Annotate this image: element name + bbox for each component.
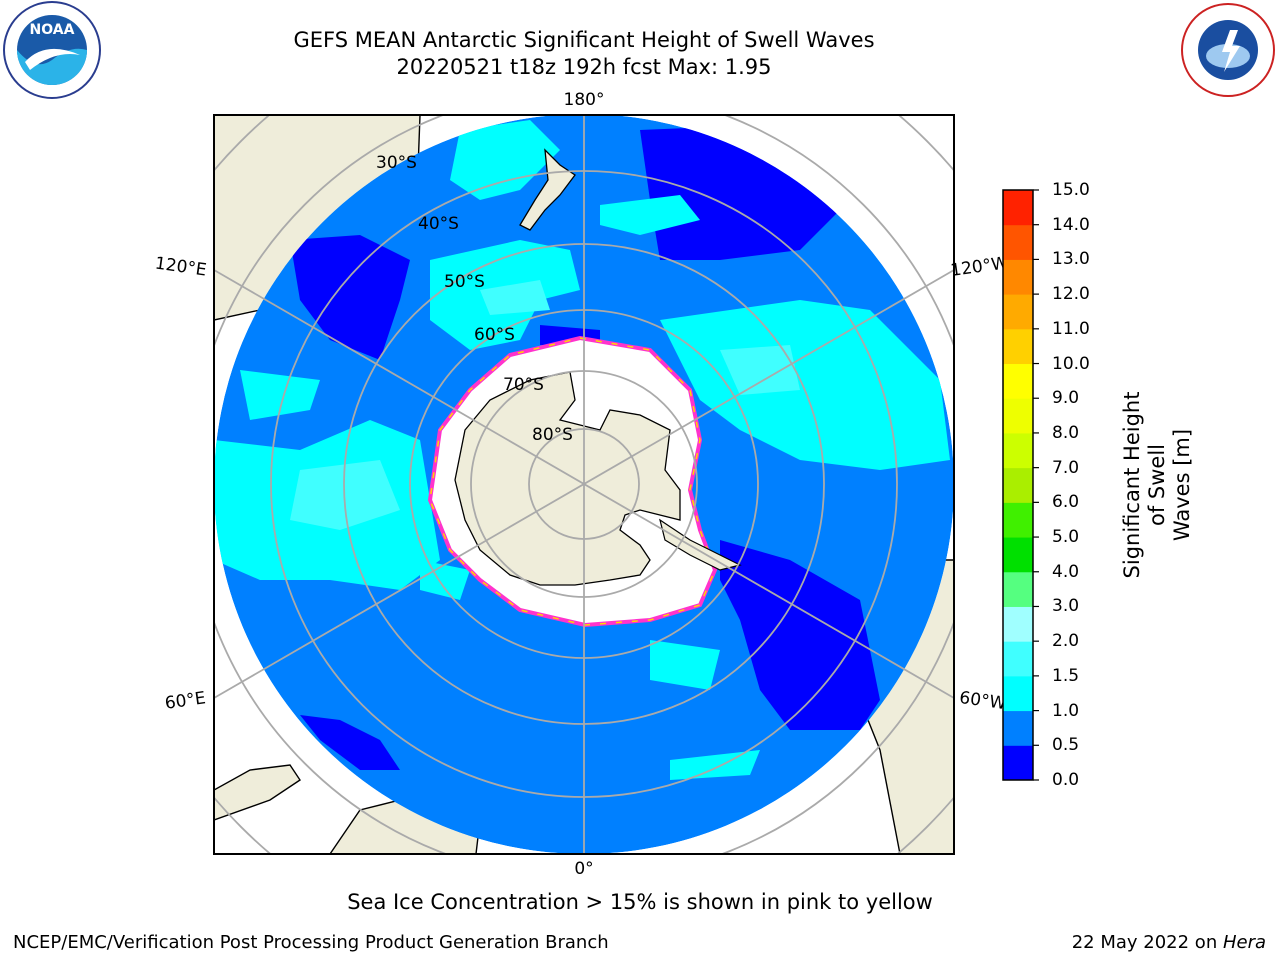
colorbar-segment: [1003, 294, 1033, 330]
lon-label-180: 180°: [564, 90, 605, 110]
colorbar-label: Significant Height of Swell Waves [m]: [1120, 385, 1195, 585]
colorbar-segment: [1003, 363, 1033, 399]
colorbar-tick-label: 14.0: [1052, 214, 1090, 235]
chart-title: GEFS MEAN Antarctic Significant Height o…: [293, 28, 875, 52]
colorbar-tick-label: 7.0: [1052, 457, 1080, 478]
colorbar-label-line2: Waves [m]: [1170, 428, 1194, 542]
sea-ice-note: Sea Ice Concentration > 15% is shown in …: [347, 890, 933, 914]
footer-date-text: 22 May 2022 on: [1071, 932, 1223, 953]
colorbar-label-line1: Significant Height of Swell: [1120, 391, 1169, 579]
footer-machine: Hera: [1222, 932, 1266, 953]
lon-label-60e: 60°E: [164, 688, 207, 713]
colorbar-tick-label: 9.0: [1052, 388, 1080, 409]
colorbar-tick-label: 6.0: [1052, 492, 1080, 513]
colorbar-tick-label: 11.0: [1052, 318, 1090, 339]
colorbar-tick-label: 2.0: [1052, 631, 1080, 652]
antarctica: [454, 371, 681, 586]
colorbar-tick-label: 0.0: [1052, 770, 1080, 790]
footer-branch: NCEP/EMC/Verification Post Processing Pr…: [13, 932, 609, 953]
colorbar: [1002, 189, 1039, 781]
colorbar-tick-label: 0.5: [1052, 735, 1080, 756]
colorbar-segment: [1003, 328, 1033, 365]
longitude-grid: [214, 115, 954, 854]
colorbar-tick-label: 5.0: [1052, 527, 1080, 548]
colorbar-segment: [1003, 606, 1033, 642]
colorbar-tick-label: 15.0: [1052, 180, 1090, 200]
lat-label-70s: 70°S: [503, 375, 544, 395]
swell-high-regions: [290, 280, 800, 530]
colorbar-segment: [1003, 467, 1033, 503]
colorbar-frame: [1002, 189, 1034, 781]
swell-low-regions: [290, 125, 880, 770]
colorbar-segment: [1003, 571, 1033, 607]
colorbar-segment: [1003, 259, 1033, 295]
noaa-logo: NOAA: [0, 0, 105, 100]
colorbar-tick-label: 1.0: [1052, 700, 1080, 721]
colorbar-segment: [1003, 641, 1033, 677]
lon-label-120w: 120°W: [949, 253, 1009, 281]
colorbar-segment: [1003, 224, 1033, 260]
colorbar-tick-label: 8.0: [1052, 422, 1080, 443]
lat-label-60s: 60°S: [474, 325, 515, 345]
colorbar-segment: [1003, 432, 1033, 469]
lat-label-50s: 50°S: [444, 272, 485, 292]
map-frame: [213, 114, 955, 855]
colorbar-segment: [1003, 398, 1033, 434]
colorbar-segment: [1003, 745, 1033, 781]
colorbar-tick-label: 13.0: [1052, 249, 1090, 270]
lon-label-60w: 60°W: [958, 688, 1007, 714]
colorbar-tick-label: 12.0: [1052, 284, 1090, 305]
lon-label-0: 0°: [574, 859, 593, 879]
lat-label-30s: 30°S: [376, 153, 417, 173]
colorbar-tick-label: 4.0: [1052, 561, 1080, 582]
colorbar-segment: [1003, 190, 1033, 226]
colorbar-tick-label: 10.0: [1052, 353, 1090, 374]
new-zealand: [519, 148, 576, 231]
colorbar-tick-label: 3.0: [1052, 596, 1080, 617]
footer-date: 22 May 2022 on Hera: [1072, 932, 1266, 953]
lat-label-40s: 40°S: [418, 214, 459, 234]
colorbar-segment: [1003, 675, 1033, 712]
colorbar-tick-label: 1.5: [1052, 665, 1080, 686]
lon-label-120e: 120°E: [154, 254, 208, 281]
colorbar-segment: [1003, 537, 1033, 573]
noaa-logo-text: NOAA: [30, 22, 75, 38]
colorbar-segment: [1003, 710, 1033, 746]
sea-ice-high-concentration: [429, 337, 716, 626]
chart-subtitle: 20220521 t18z 192h fcst Max: 1.95: [396, 55, 772, 79]
colorbar-segment: [1003, 502, 1033, 538]
lat-label-80s: 80°S: [532, 425, 573, 445]
nws-logo: [1178, 0, 1278, 100]
